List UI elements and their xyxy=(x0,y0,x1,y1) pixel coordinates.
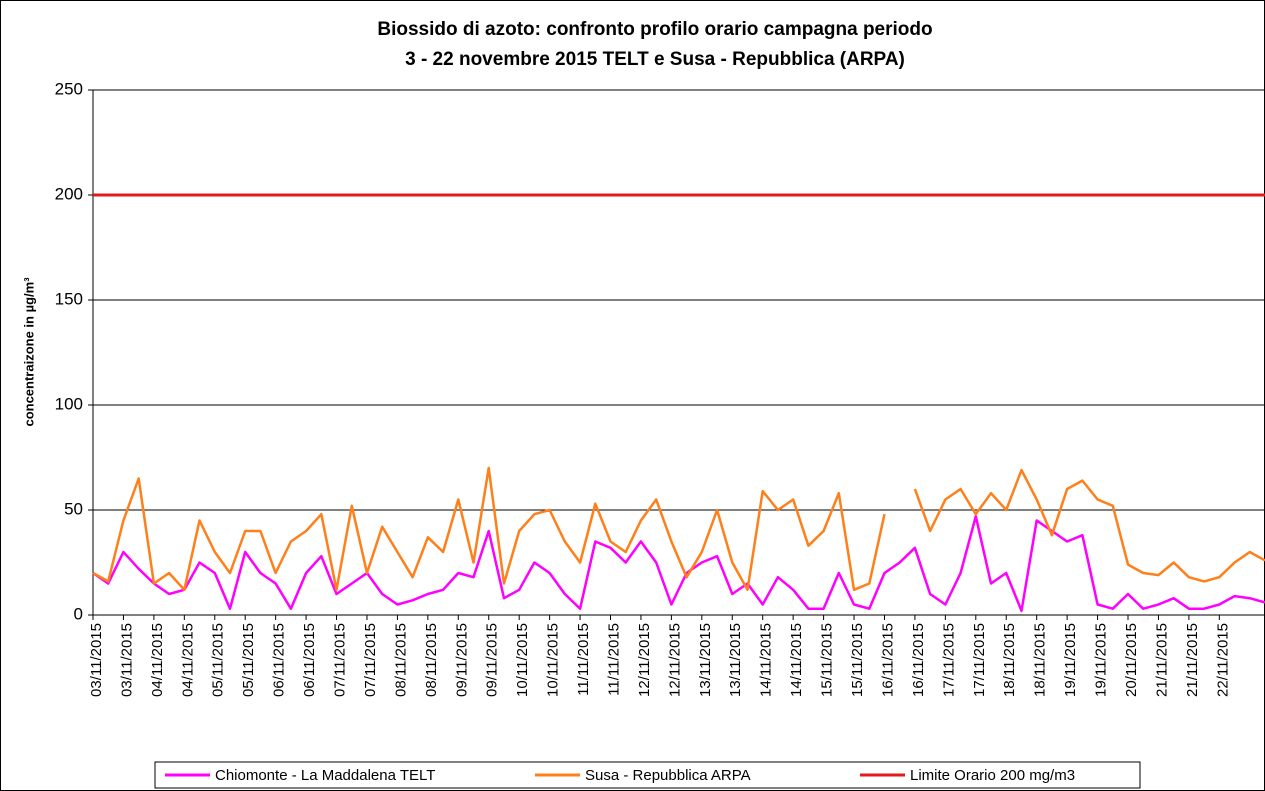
x-tick-label: 14/11/2015 xyxy=(788,623,805,697)
y-tick-label: 250 xyxy=(55,79,83,98)
legend-label: Chiomonte - La Maddalena TELT xyxy=(215,767,435,784)
chart-title: Biossido di azoto: confronto profilo ora… xyxy=(377,19,932,40)
series-line xyxy=(92,515,1265,613)
x-tick-label: 21/11/2015 xyxy=(1184,623,1201,697)
x-tick-label: 05/11/2015 xyxy=(240,623,257,697)
x-tick-label: 13/11/2015 xyxy=(727,623,744,697)
y-tick-label: 150 xyxy=(55,289,83,308)
x-tick-label: 03/11/2015 xyxy=(118,623,135,697)
x-tick-label: 03/11/2015 xyxy=(88,623,105,697)
x-tick-label: 14/11/2015 xyxy=(758,623,775,697)
x-tick-label: 11/11/2015 xyxy=(605,623,622,696)
x-tick-label: 05/11/2015 xyxy=(210,623,227,697)
x-tick-label: 10/11/2015 xyxy=(545,623,562,697)
x-tick-label: 12/11/2015 xyxy=(636,623,653,697)
x-tick-label: 13/11/2015 xyxy=(697,623,714,697)
x-tick-label: 09/11/2015 xyxy=(453,623,470,697)
x-tick-label: 20/11/2015 xyxy=(1123,623,1140,697)
y-tick-label: 100 xyxy=(55,394,83,413)
x-tick-label: 07/11/2015 xyxy=(332,623,349,697)
x-tick-label: 15/11/2015 xyxy=(849,623,866,697)
x-tick-label: 17/11/2015 xyxy=(971,623,988,697)
x-tick-label: 10/11/2015 xyxy=(514,623,531,697)
x-tick-label: 06/11/2015 xyxy=(271,623,288,697)
x-tick-label: 18/11/2015 xyxy=(1001,623,1018,697)
y-axis-label: concentraizone in µg/m³ xyxy=(21,277,36,427)
x-tick-label: 08/11/2015 xyxy=(423,623,440,697)
y-tick-label: 50 xyxy=(64,499,83,518)
x-tick-label: 19/11/2015 xyxy=(1062,623,1079,697)
legend-label: Susa - Repubblica ARPA xyxy=(585,767,751,784)
x-tick-label: 18/11/2015 xyxy=(1032,623,1049,697)
legend-label: Limite Orario 200 mg/m3 xyxy=(910,767,1075,784)
x-tick-label: 16/11/2015 xyxy=(879,623,896,697)
x-tick-label: 19/11/2015 xyxy=(1093,623,1110,697)
x-tick-label: 21/11/2015 xyxy=(1153,623,1170,697)
series-line xyxy=(92,466,1265,592)
y-tick-label: 0 xyxy=(74,604,83,623)
legend-box xyxy=(154,761,1141,789)
y-tick-label: 200 xyxy=(55,184,83,203)
x-tick-label: 08/11/2015 xyxy=(392,623,409,697)
x-tick-label: 15/11/2015 xyxy=(819,623,836,697)
chart-title: 3 - 22 novembre 2015 TELT e Susa - Repub… xyxy=(405,49,905,70)
x-tick-label: 09/11/2015 xyxy=(484,623,501,697)
x-tick-label: 16/11/2015 xyxy=(910,623,927,697)
x-tick-label: 17/11/2015 xyxy=(940,623,957,697)
x-tick-label: 22/11/2015 xyxy=(1214,623,1231,697)
x-tick-label: 04/11/2015 xyxy=(179,623,196,697)
x-tick-label: 11/11/2015 xyxy=(575,623,592,696)
x-tick-label: 06/11/2015 xyxy=(301,623,318,697)
x-tick-label: 04/11/2015 xyxy=(149,623,166,697)
x-tick-label: 07/11/2015 xyxy=(362,623,379,697)
x-tick-label: 12/11/2015 xyxy=(666,623,683,697)
